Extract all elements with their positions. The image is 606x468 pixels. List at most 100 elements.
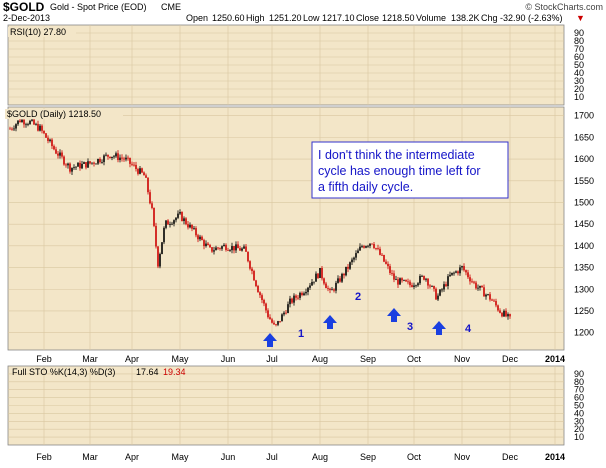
price-candle-body: [55, 149, 57, 154]
price-candle-body: [35, 123, 37, 125]
price-candle-body: [261, 295, 263, 300]
price-candle-body: [467, 272, 469, 278]
price-candle-body: [267, 310, 269, 318]
stochastic-x-axis: Feb Mar Apr May Jun Jul Aug Sep Oct Nov Dec 2014: [36, 452, 565, 462]
price-legend-text: $GOLD (Daily) 1218.50: [7, 109, 101, 119]
price-candle-body: [307, 287, 309, 292]
price-candle-body: [405, 279, 407, 282]
price-tick-label: 1650: [574, 132, 594, 142]
price-tick-label: 1300: [574, 284, 594, 294]
price-candle-body: [91, 162, 93, 164]
close-label: Close: [356, 13, 379, 23]
price-candle-body: [155, 225, 157, 247]
price-candle-body: [167, 220, 169, 225]
price-x-tick-label: Mar: [82, 354, 98, 364]
price-candle-body: [279, 321, 281, 322]
price-candle-body: [419, 275, 421, 284]
price-candle-body: [263, 299, 265, 304]
price-candle-body: [277, 321, 279, 325]
price-candle-body: [119, 157, 121, 161]
sto-legend-k: 17.64: [136, 367, 159, 377]
price-candle-body: [89, 161, 91, 164]
price-candle-body: [245, 246, 247, 252]
price-candle-body: [219, 248, 221, 249]
price-candle-body: [343, 273, 345, 276]
price-candle-body: [425, 278, 427, 280]
low-value: 1217.10: [322, 13, 355, 23]
volume-label: Volume: [416, 13, 446, 23]
price-candle-body: [121, 157, 123, 159]
price-candle-body: [385, 261, 387, 264]
price-candle-body: [205, 243, 207, 247]
open-value: 1250.60: [212, 13, 245, 23]
price-candle-body: [127, 157, 129, 159]
price-candle-body: [321, 267, 323, 279]
price-candle-body: [203, 240, 205, 247]
open-label: Open: [186, 13, 208, 23]
price-tick-label: 1250: [574, 306, 594, 316]
price-candle-body: [189, 224, 191, 228]
price-candle-body: [47, 137, 49, 141]
price-candle-body: [313, 281, 315, 283]
chg-label: Chg: [481, 13, 498, 23]
price-candle-body: [411, 285, 413, 287]
price-candle-body: [389, 266, 391, 274]
price-candle-body: [487, 294, 489, 295]
price-candle-body: [169, 224, 171, 225]
price-candle-body: [273, 322, 275, 325]
price-candle-body: [193, 228, 195, 229]
price-candle-body: [57, 153, 59, 156]
price-candle-body: [325, 283, 327, 289]
price-candle-body: [479, 285, 481, 288]
stochastic-x-tick-label: Oct: [407, 452, 422, 462]
price-candle-body: [331, 289, 333, 291]
price-candle-body: [351, 259, 353, 263]
volume-value: 138.2K: [451, 13, 480, 23]
price-candle-body: [429, 285, 431, 287]
price-candle-body: [409, 281, 411, 286]
rsi-legend: RSI(10) 27.80: [8, 27, 76, 37]
price-candle-body: [79, 162, 81, 169]
price-candle-body: [163, 227, 165, 243]
price-candle-body: [427, 278, 429, 286]
price-candle-body: [477, 287, 479, 289]
price-candle-body: [197, 235, 199, 240]
price-candle-body: [367, 245, 369, 247]
price-candle-body: [201, 236, 203, 241]
cycle-number-label: 3: [407, 321, 413, 333]
price-candle-body: [421, 275, 423, 277]
price-candle-body: [271, 319, 273, 323]
price-candle-body: [379, 248, 381, 255]
price-candle-body: [31, 119, 33, 121]
price-candle-body: [249, 261, 251, 269]
exchange-label: CME: [161, 2, 181, 12]
price-candle-body: [377, 248, 379, 249]
price-x-tick-label: May: [171, 354, 189, 364]
price-candle-body: [17, 120, 19, 125]
price-candle-body: [457, 271, 459, 274]
price-candle-body: [437, 295, 439, 300]
price-candle-body: [359, 246, 361, 251]
price-tick-label: 1700: [574, 111, 594, 121]
price-candle-body: [187, 224, 189, 228]
price-candle-body: [65, 164, 67, 166]
rsi-x-axis: Feb Mar Apr May Jun Jul Aug Sep Oct Nov Dec 2014: [36, 354, 565, 364]
price-candle-body: [509, 314, 511, 317]
price-candle-body: [507, 314, 509, 317]
comment-line-3: a fifth daily cycle.: [318, 180, 413, 194]
price-candle-body: [73, 167, 75, 169]
price-candle-body: [483, 287, 485, 297]
stochastic-x-tick-label: May: [171, 452, 189, 462]
price-candle-body: [235, 244, 237, 251]
stochastic-x-tick-label: Feb: [36, 452, 52, 462]
cycle-number-label: 1: [298, 328, 304, 340]
price-candle-body: [363, 246, 365, 248]
price-candle-body: [75, 166, 77, 168]
price-candle-body: [399, 278, 401, 285]
price-candle-body: [391, 273, 393, 274]
price-candle-body: [115, 153, 117, 157]
price-candle-body: [213, 250, 215, 252]
stochastic-tick-label: 30: [574, 416, 584, 426]
rsi-tick-label: 10: [574, 92, 584, 102]
cycle-low-arrow-icon: [323, 315, 337, 329]
